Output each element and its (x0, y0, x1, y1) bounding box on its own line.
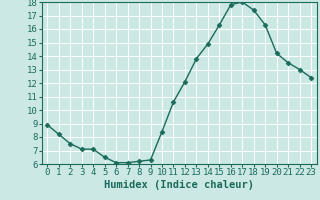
X-axis label: Humidex (Indice chaleur): Humidex (Indice chaleur) (104, 180, 254, 190)
